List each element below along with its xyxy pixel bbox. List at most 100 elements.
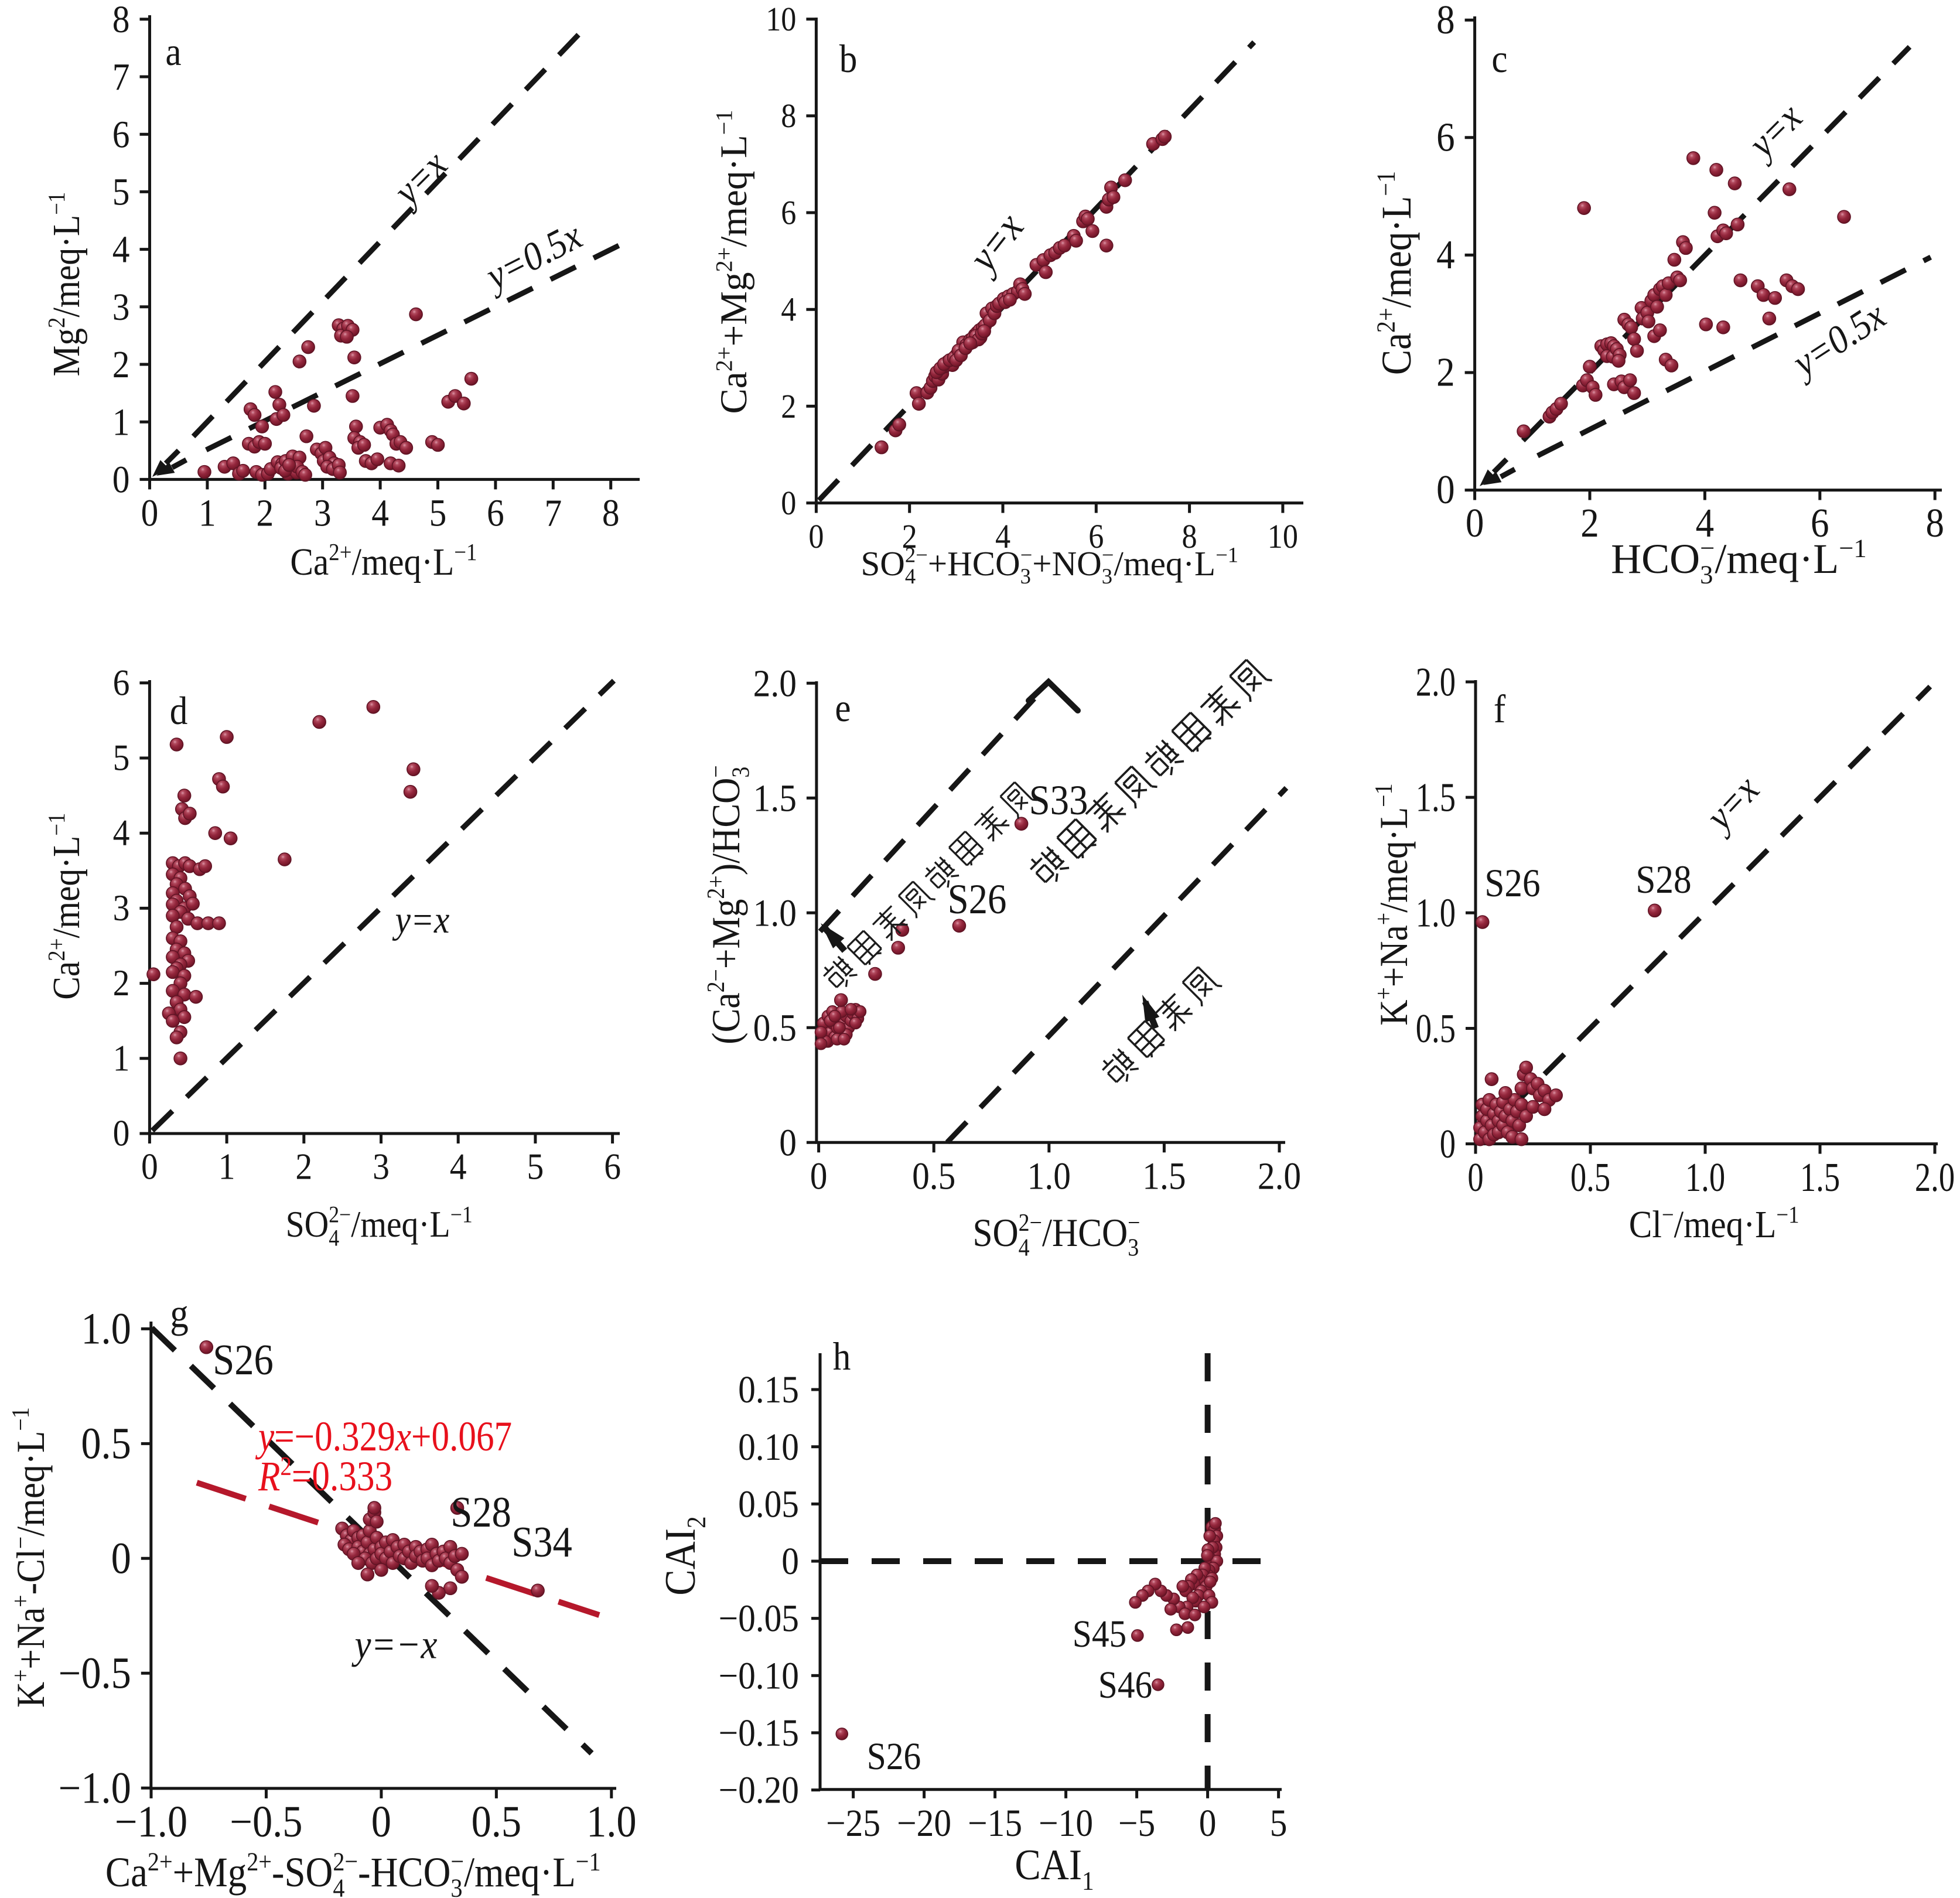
svg-text:1.0: 1.0 xyxy=(1685,1155,1725,1200)
svg-text:−0.05: −0.05 xyxy=(719,1597,799,1640)
svg-text:S28: S28 xyxy=(450,1489,511,1537)
svg-text:6: 6 xyxy=(113,663,130,704)
svg-text:f: f xyxy=(1494,687,1506,731)
svg-text:y=−x: y=−x xyxy=(351,1623,438,1668)
svg-text:0.5: 0.5 xyxy=(1570,1155,1610,1200)
svg-text:4: 4 xyxy=(450,1146,467,1187)
svg-text:S26: S26 xyxy=(948,876,1007,923)
svg-text:−1.0: −1.0 xyxy=(115,1797,187,1846)
svg-text:8: 8 xyxy=(781,97,796,135)
svg-text:6: 6 xyxy=(1811,501,1829,546)
svg-text:2.0: 2.0 xyxy=(753,662,797,705)
svg-text:6: 6 xyxy=(1088,518,1104,555)
svg-text:h: h xyxy=(833,1334,851,1378)
svg-text:−20: −20 xyxy=(897,1801,951,1845)
svg-text:y=x: y=x xyxy=(392,898,450,941)
svg-text:1.0: 1.0 xyxy=(81,1304,131,1353)
svg-text:SO42−+HCO3−+NO3−/meq·L−1​: SO42−+HCO3−+NO3−/meq·L−1​ xyxy=(861,543,1238,589)
svg-text:2: 2 xyxy=(902,518,917,555)
svg-text:K++Na+/meq·L−1​: K++Na+/meq·L−1​ xyxy=(1370,783,1415,1025)
svg-text:0.5: 0.5 xyxy=(912,1155,955,1198)
svg-text:1: 1 xyxy=(199,491,216,535)
svg-text:−0.10: −0.10 xyxy=(719,1654,799,1698)
svg-text:−1.0: −1.0 xyxy=(59,1763,131,1812)
svg-text:0: 0 xyxy=(808,518,824,555)
svg-text:SO42−/meq·L−1​: SO42−/meq·L−1​ xyxy=(286,1202,473,1251)
svg-text:0: 0 xyxy=(1466,501,1484,546)
svg-text:1: 1 xyxy=(113,1038,130,1079)
svg-text:4: 4 xyxy=(371,491,389,535)
svg-text:y=x: y=x xyxy=(1695,767,1768,841)
svg-text:0: 0 xyxy=(781,1539,799,1583)
svg-text:c: c xyxy=(1491,36,1507,81)
svg-text:4: 4 xyxy=(1696,501,1715,546)
svg-text:y=x: y=x xyxy=(382,142,455,215)
svg-text:0.5: 0.5 xyxy=(81,1419,131,1468)
svg-text:6: 6 xyxy=(487,491,504,535)
svg-text:e: e xyxy=(835,685,851,730)
svg-text:2: 2 xyxy=(781,387,796,425)
svg-text:5: 5 xyxy=(1270,1801,1288,1845)
svg-text:b: b xyxy=(839,36,858,81)
svg-text:2: 2 xyxy=(1436,350,1455,395)
svg-text:2.0: 2.0 xyxy=(1915,1155,1955,1200)
svg-text:HCO3−/meq·L−1​: HCO3−/meq·L−1​ xyxy=(1611,534,1867,589)
svg-text:3: 3 xyxy=(113,887,130,928)
svg-text:0.10: 0.10 xyxy=(738,1425,799,1469)
svg-text:R2=0.333: R2=0.333 xyxy=(258,1452,392,1500)
svg-text:1.0: 1.0 xyxy=(586,1797,636,1846)
svg-text:7: 7 xyxy=(112,55,130,98)
svg-text:g: g xyxy=(170,1292,189,1337)
svg-text:8: 8 xyxy=(1925,501,1944,546)
svg-text:5: 5 xyxy=(113,738,130,779)
svg-text:a: a xyxy=(165,29,181,74)
svg-text:Mg2/meq·L−1​: Mg2/meq·L−1​ xyxy=(43,192,88,377)
svg-text:K++Na+-Cl−/meq·L−1​: K++Na+-Cl−/meq·L−1​ xyxy=(6,1407,52,1708)
svg-text:5: 5 xyxy=(112,170,130,214)
svg-text:0: 0 xyxy=(1467,1155,1483,1200)
svg-text:0: 0 xyxy=(371,1797,391,1846)
svg-text:−0.15: −0.15 xyxy=(719,1711,799,1754)
svg-text:0.05: 0.05 xyxy=(738,1483,799,1526)
svg-text:S26: S26 xyxy=(1484,861,1540,905)
svg-text:1.0: 1.0 xyxy=(1027,1155,1071,1198)
svg-text:−5: −5 xyxy=(1118,1801,1155,1845)
svg-text:2.0: 2.0 xyxy=(1416,659,1456,705)
svg-text:2: 2 xyxy=(113,962,130,1003)
svg-text:0: 0 xyxy=(781,484,796,522)
svg-text:1.0: 1.0 xyxy=(753,892,797,935)
svg-text:S34: S34 xyxy=(511,1518,572,1566)
svg-text:8: 8 xyxy=(602,491,620,535)
svg-text:S28: S28 xyxy=(1635,857,1691,902)
svg-text:1: 1 xyxy=(112,400,130,443)
svg-text:0: 0 xyxy=(1199,1801,1217,1845)
svg-text:0: 0 xyxy=(1440,1121,1456,1167)
svg-text:(Ca2−+Mg2+)/HCO3−​: (Ca2−+Mg2+)/HCO3−​ xyxy=(702,765,754,1044)
svg-text:Ca2++Mg2+-SO42−-HCO3−/meq·L−1​: Ca2++Mg2+-SO42−-HCO3−/meq·L−1​ xyxy=(105,1848,601,1898)
svg-text:0: 0 xyxy=(779,1121,797,1165)
svg-text:4: 4 xyxy=(781,291,796,328)
svg-text:6: 6 xyxy=(1436,115,1455,160)
svg-text:S45: S45 xyxy=(1073,1612,1126,1655)
svg-text:1.0: 1.0 xyxy=(1416,890,1456,936)
svg-text:6: 6 xyxy=(781,194,796,231)
svg-text:2: 2 xyxy=(112,343,130,386)
svg-text:0: 0 xyxy=(1436,467,1455,513)
svg-text:0.5: 0.5 xyxy=(472,1797,521,1846)
svg-text:0.5: 0.5 xyxy=(1416,1005,1456,1051)
svg-text:5: 5 xyxy=(429,491,447,535)
svg-text:4: 4 xyxy=(113,813,130,854)
svg-text:S26: S26 xyxy=(213,1336,274,1384)
svg-text:8: 8 xyxy=(112,0,130,41)
svg-text:8: 8 xyxy=(1436,0,1455,43)
svg-text:4: 4 xyxy=(1436,233,1455,278)
svg-text:0: 0 xyxy=(112,458,130,501)
svg-text:d: d xyxy=(170,688,188,733)
svg-text:0: 0 xyxy=(141,491,159,535)
svg-text:5: 5 xyxy=(527,1146,544,1187)
svg-text:6: 6 xyxy=(112,112,130,156)
svg-text:−0.5: −0.5 xyxy=(230,1797,302,1846)
svg-text:−10: −10 xyxy=(1039,1801,1093,1845)
svg-text:10: 10 xyxy=(766,1,796,38)
svg-text:6: 6 xyxy=(604,1146,621,1187)
